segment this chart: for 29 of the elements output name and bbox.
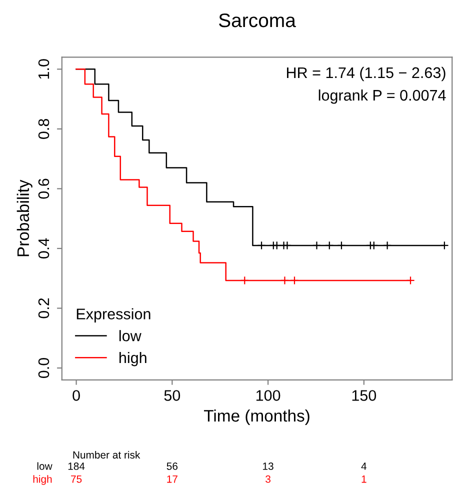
- text: 13: [263, 462, 274, 470]
- y-tick-label: 0.8: [38, 118, 50, 139]
- text: high: [33, 475, 52, 485]
- x-tick-label: 0: [72, 390, 80, 401]
- x-tick-label: 100: [256, 390, 280, 401]
- text: 56: [166, 462, 178, 470]
- y-tick-label: 0.6: [38, 178, 50, 199]
- chart-title: Sarcoma: [218, 13, 296, 28]
- legend-label: high: [119, 352, 146, 366]
- annotation: logrank P = 0.0074: [318, 89, 446, 104]
- text: Number at risk: [73, 450, 140, 459]
- x-tick-label: 150: [352, 390, 376, 401]
- text: 1: [362, 476, 366, 483]
- text: 17: [167, 476, 178, 483]
- text: 3: [266, 475, 270, 483]
- legend-label: low: [119, 330, 142, 342]
- y-tick-label: 1.0: [38, 59, 50, 79]
- annotation: HR = 1.74 (1.15 − 2.63): [287, 66, 446, 82]
- text: 75: [71, 476, 82, 483]
- y-axis-title: Probability: [16, 180, 32, 256]
- y-tick-label: 0.2: [38, 298, 50, 318]
- y-tick-label: 0.4: [38, 238, 50, 258]
- y-tick-label: 0.0: [38, 358, 50, 378]
- x-tick-label: 50: [164, 390, 180, 401]
- text: low: [37, 462, 52, 470]
- text: 184: [68, 462, 85, 470]
- x-axis-title: Time (months): [204, 409, 310, 425]
- text: 4: [361, 462, 367, 470]
- legend-title: Expression: [76, 308, 150, 322]
